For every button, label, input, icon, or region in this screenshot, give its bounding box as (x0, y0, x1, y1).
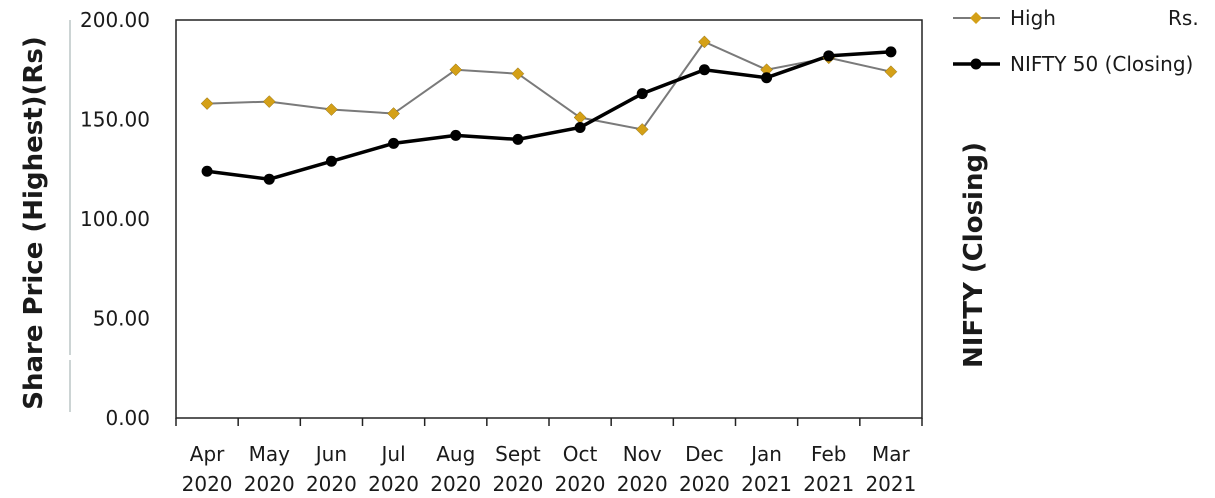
x-tick-label: Jan (749, 442, 782, 466)
x-tick-label: Sept (495, 442, 541, 466)
plot-frame (69, 19, 923, 419)
x-tick-label: Dec (685, 442, 724, 466)
x-tick-label: 2021 (865, 472, 916, 496)
x-tick-label: Apr (190, 442, 225, 466)
data-point-nifty (263, 173, 275, 185)
series-line-nifty (206, 50, 892, 181)
data-point-nifty (450, 129, 462, 141)
plot-area-border (175, 19, 923, 419)
legend-marker-high (970, 12, 982, 24)
x-tick-label: 2020 (306, 472, 357, 496)
series-markers (200, 35, 898, 185)
x-tick-label: 2020 (679, 472, 730, 496)
x-axis: Apr 2020 May 2020 Jun 2020 Jul 2020 Aug 2020 Sept 2… (175, 418, 923, 496)
legend-marker-nifty (970, 58, 982, 70)
data-point-high (200, 97, 214, 110)
data-point-high (698, 35, 711, 49)
data-point-nifty (823, 50, 835, 62)
data-point-nifty (574, 121, 586, 133)
y-tick-label: 200.00 (80, 8, 150, 32)
y-axis-label: Share Price (Highest)(Rs) (19, 36, 49, 410)
x-tick-label: 2020 (430, 472, 481, 496)
x-tick-label: 2020 (244, 472, 295, 496)
y-axis: 0.00 50.00 100.00 150.00 200.00 (80, 8, 150, 430)
y-tick-label: 150.00 (80, 108, 150, 132)
x-tick-label: May (249, 442, 291, 466)
data-point-high (387, 107, 400, 120)
y-tick-label: 100.00 (80, 207, 150, 231)
data-point-nifty (636, 88, 648, 100)
data-point-nifty (698, 64, 710, 76)
x-tick-label: Oct (563, 442, 598, 466)
x-tick-label: 2020 (182, 472, 233, 496)
y-tick-label: 0.00 (105, 406, 150, 430)
data-point-nifty (885, 46, 897, 58)
x-tick-label: 2020 (492, 472, 543, 496)
series-line-high (207, 40, 892, 131)
x-tick-label: 2020 (555, 472, 606, 496)
x-tick-label: Jul (380, 442, 406, 466)
x-tick-label: 2021 (741, 472, 792, 496)
data-point-high (635, 123, 649, 136)
data-point-nifty (512, 133, 524, 145)
x-tick-label: 2021 (803, 472, 854, 496)
data-point-nifty (201, 165, 213, 177)
data-point-high (884, 65, 898, 79)
y2-axis-label: NIFTY (Closing) (959, 142, 989, 368)
data-point-high (449, 63, 463, 77)
series-lines (206, 40, 892, 181)
legend-label-high: High (1010, 6, 1056, 30)
data-point-high (325, 103, 338, 116)
y-tick-label: 50.00 (93, 307, 150, 331)
legend-extra-label: Rs. (1168, 6, 1199, 30)
data-point-high (573, 111, 587, 124)
data-point-nifty (388, 137, 400, 149)
data-point-high (262, 95, 276, 108)
x-tick-label: 2020 (617, 472, 668, 496)
x-tick-label: Nov (623, 442, 662, 466)
x-tick-label: 2020 (368, 472, 419, 496)
legend-label-nifty: NIFTY 50 (Closing) (1010, 52, 1193, 76)
x-tick-label: Feb (811, 442, 846, 466)
data-point-nifty (761, 72, 773, 84)
data-point-high (511, 67, 525, 81)
data-point-nifty (325, 155, 337, 167)
legend: High Rs. NIFTY 50 (Closing) (953, 6, 1199, 76)
x-tick-label: Aug (436, 442, 475, 466)
x-tick-label: Jun (314, 442, 347, 466)
x-tick-label: Mar (872, 442, 911, 466)
